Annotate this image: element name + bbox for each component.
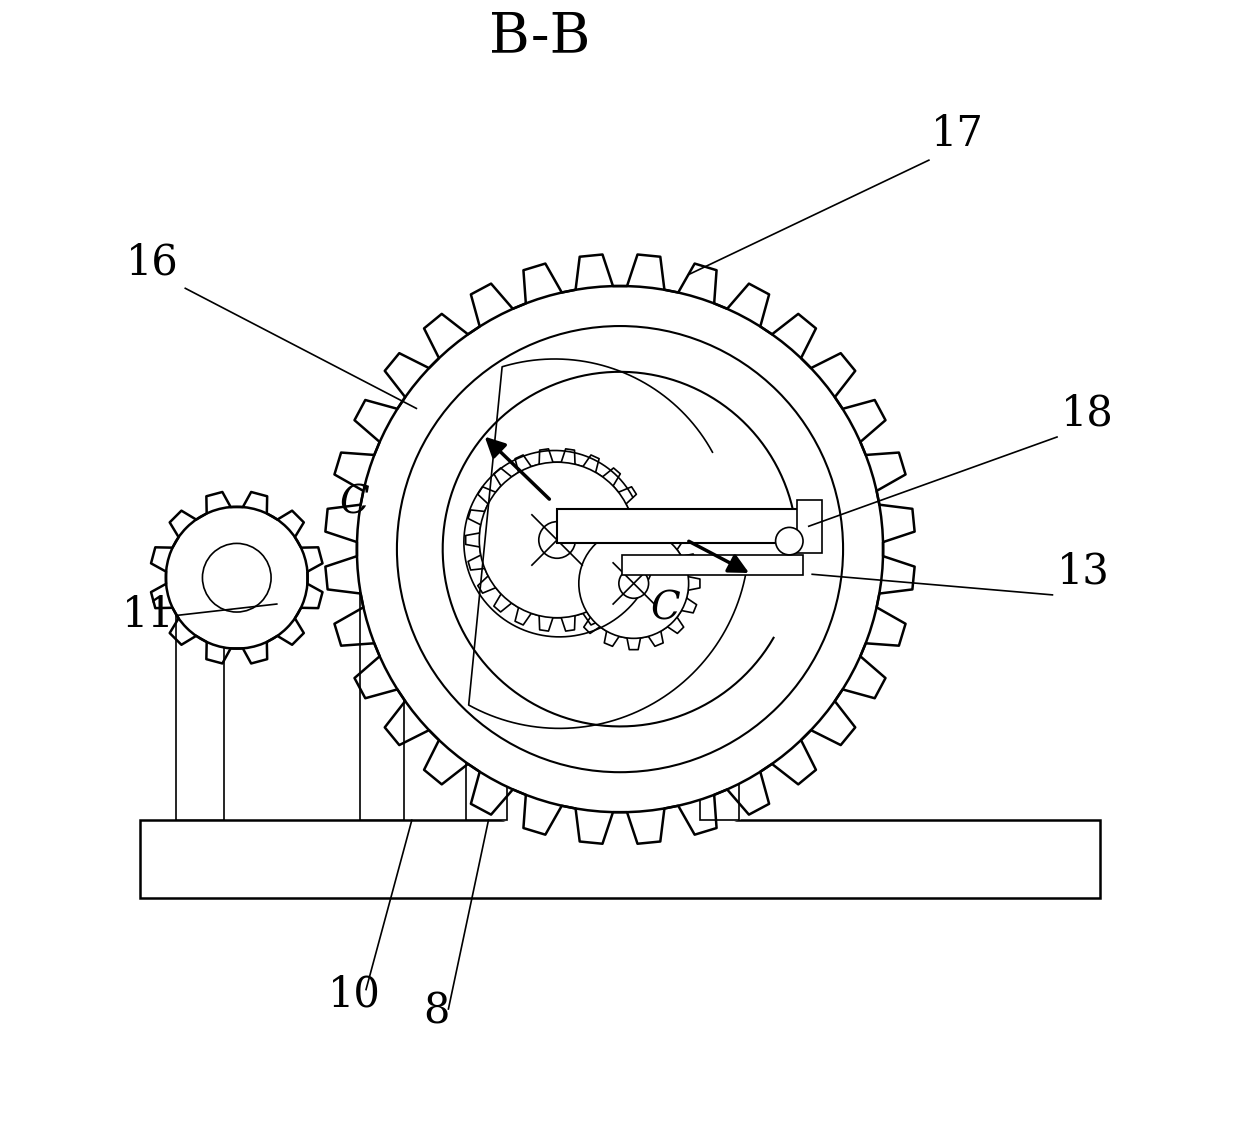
Circle shape [579,529,688,638]
Circle shape [619,569,649,598]
FancyBboxPatch shape [797,500,822,553]
Text: 11: 11 [123,594,175,636]
Text: 13: 13 [1056,550,1110,593]
Circle shape [325,254,915,844]
Text: B-B: B-B [490,9,590,64]
Text: C: C [651,590,681,627]
Text: 8: 8 [423,991,450,1033]
FancyBboxPatch shape [465,574,507,820]
FancyBboxPatch shape [557,509,804,543]
Text: 18: 18 [1060,392,1114,435]
FancyBboxPatch shape [701,574,739,820]
Text: C: C [340,485,370,522]
Text: 10: 10 [329,974,381,1016]
Circle shape [538,522,575,558]
Circle shape [166,507,308,649]
FancyBboxPatch shape [361,574,404,820]
Text: 16: 16 [125,241,179,284]
Circle shape [480,462,635,618]
FancyBboxPatch shape [176,569,224,820]
Circle shape [775,527,804,555]
FancyBboxPatch shape [140,820,1100,898]
Circle shape [357,286,883,812]
Text: 17: 17 [931,113,985,156]
Circle shape [202,543,272,612]
FancyBboxPatch shape [622,555,804,575]
